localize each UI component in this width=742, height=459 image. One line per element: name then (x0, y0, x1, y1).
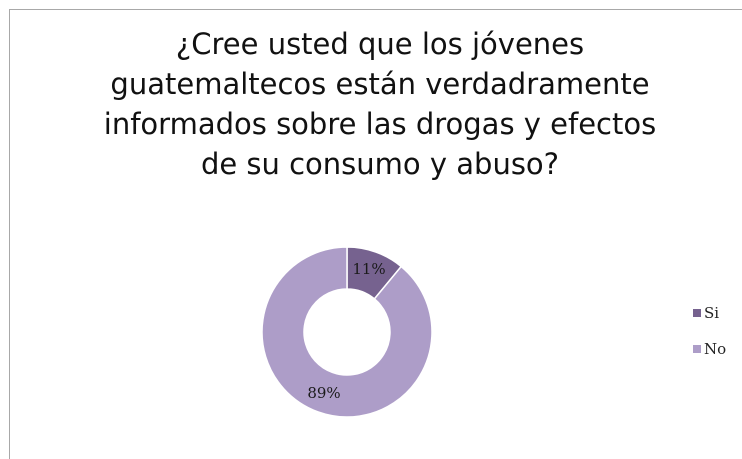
legend-item-si: Si (693, 303, 741, 322)
legend-item-no: No (693, 339, 741, 358)
chart-title-line-3: informados sobre las drogas y efectos (103, 107, 657, 141)
legend-label-si: Si (704, 303, 720, 322)
donut-data-labels: 11% 89% (307, 260, 385, 402)
chart-title-line-1: ¿Cree usted que los jóvenes (175, 27, 585, 61)
chart-title-line-2: guatemaltecos están verdadramente (110, 67, 650, 101)
data-label-si: 11% (352, 260, 385, 278)
chart-title-line-4: de su consumo y abuso? (200, 147, 560, 181)
chart-legend: Si No (693, 303, 741, 375)
legend-swatch-si (693, 308, 701, 317)
legend-label-no: No (704, 339, 727, 358)
data-label-no: 89% (307, 384, 340, 402)
donut-slices (261, 246, 433, 418)
chart-title: ¿Cree usted que los jóvenes guatemalteco… (40, 24, 720, 184)
donut-chart: 11% 89% (261, 246, 433, 418)
legend-swatch-no (693, 344, 701, 353)
donut-slice-no (261, 246, 433, 418)
